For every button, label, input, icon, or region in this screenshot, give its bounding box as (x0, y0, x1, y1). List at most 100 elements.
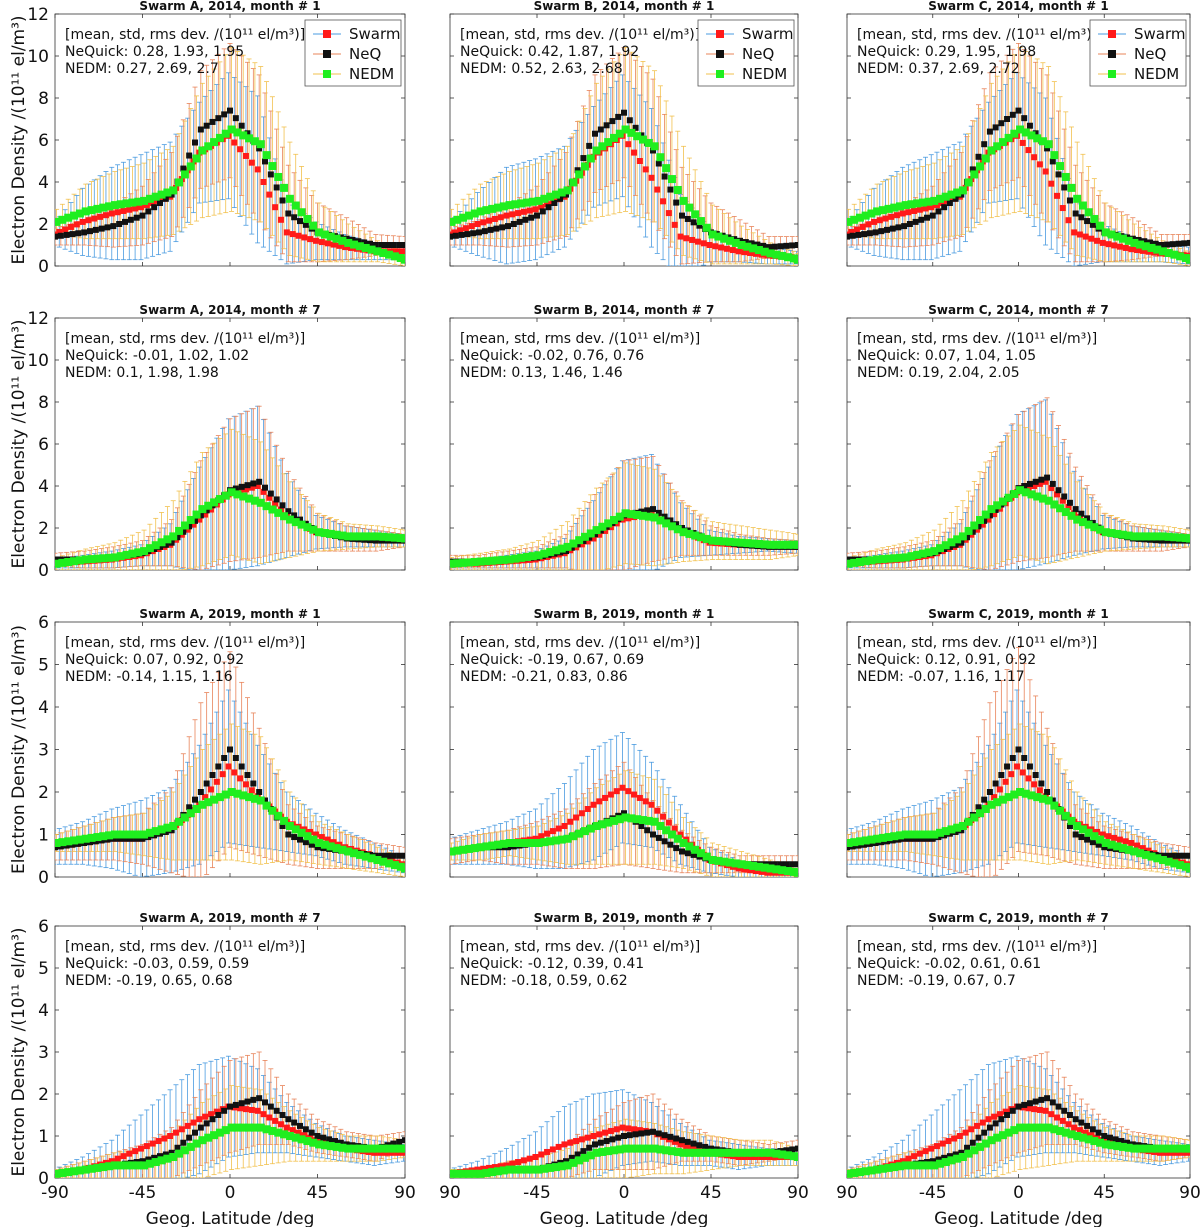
data-point (168, 191, 175, 198)
data-point (237, 146, 244, 153)
data-point (878, 555, 887, 564)
data-point (453, 559, 462, 568)
data-point (922, 205, 929, 212)
data-point (482, 557, 491, 566)
data-point (534, 212, 540, 219)
data-point (986, 128, 993, 135)
data-point (662, 164, 671, 173)
data-point (673, 199, 680, 206)
data-point (935, 544, 944, 553)
data-point (250, 496, 259, 505)
data-point (1176, 252, 1185, 261)
data-point (731, 238, 740, 247)
data-point (157, 538, 166, 547)
data-point (1116, 243, 1123, 250)
data-point (56, 228, 63, 235)
data-point (139, 212, 146, 219)
data-point (192, 510, 201, 519)
data-point (75, 230, 82, 237)
data-point (326, 529, 335, 538)
legend-label: NeQ (1134, 45, 1166, 63)
data-point (1050, 500, 1059, 509)
data-point (1118, 530, 1127, 539)
y-tick-label: 1 (38, 826, 49, 846)
stats-nedm: NEDM: 0.52, 2.63, 2.68 (460, 61, 623, 77)
data-point (638, 132, 645, 139)
data-point (315, 528, 324, 537)
data-point (648, 174, 655, 181)
data-point (244, 130, 251, 137)
legend-marker (323, 70, 331, 78)
data-point (1032, 478, 1039, 485)
data-point (55, 556, 58, 563)
data-point (1124, 531, 1133, 540)
data-point (662, 519, 671, 528)
data-point (186, 523, 193, 530)
data-point (708, 230, 717, 239)
data-point (539, 208, 546, 215)
data-point (598, 142, 607, 151)
data-point (1118, 234, 1127, 243)
data-point (655, 160, 662, 167)
data-point (140, 196, 149, 205)
data-point (667, 517, 674, 524)
data-point (468, 223, 475, 230)
data-point (1049, 158, 1056, 165)
data-point (958, 532, 967, 541)
data-point (1067, 183, 1076, 192)
data-point (285, 210, 292, 217)
data-point (451, 229, 458, 236)
data-point (1094, 237, 1101, 244)
data-point (992, 506, 999, 513)
data-point (326, 232, 335, 241)
data-point (1067, 511, 1076, 520)
data-point (1061, 172, 1070, 181)
data-point (1061, 493, 1068, 500)
panel-a-2014-1: Swarm A, 2014, month # 1 0 2 4 6 8 10 12 [mean, … (9, 0, 406, 277)
data-point (1113, 529, 1122, 538)
legend-marker (1108, 70, 1116, 78)
data-point (979, 521, 986, 528)
data-point (986, 512, 993, 519)
data-point (638, 135, 647, 144)
data-point (861, 211, 870, 220)
data-point (890, 203, 899, 212)
data-point (464, 231, 471, 238)
data-point (551, 546, 560, 555)
data-point (1016, 486, 1025, 495)
data-point (515, 210, 522, 217)
data-point (772, 540, 781, 549)
y-tick-label: 0 (38, 561, 49, 581)
data-point (1096, 221, 1105, 230)
data-point (1181, 240, 1188, 247)
data-point (683, 235, 690, 242)
data-point (633, 510, 642, 519)
y-tick-label: 10 (27, 351, 49, 371)
data-point (1044, 145, 1051, 152)
data-point (1061, 508, 1070, 517)
data-point (592, 531, 598, 538)
data-point (262, 484, 268, 491)
data-point (464, 211, 473, 220)
data-point (210, 498, 219, 507)
data-point (654, 186, 661, 193)
data-point (714, 537, 723, 546)
data-point (285, 515, 294, 524)
data-point (145, 194, 154, 203)
data-point (973, 526, 980, 533)
legend-marker (323, 30, 331, 38)
data-point (190, 521, 197, 528)
panel-title: Swarm A, 2014, month # 1 (139, 0, 320, 13)
data-point (702, 223, 711, 232)
data-point (929, 212, 936, 219)
data-point (197, 512, 204, 519)
data-point (163, 188, 172, 197)
data-point (1038, 476, 1045, 483)
data-point (1164, 532, 1173, 541)
data-point (625, 141, 632, 148)
stats-neq: NeQuick: -0.02, 0.76, 0.76 (460, 348, 644, 364)
data-point (297, 218, 303, 225)
data-point (108, 210, 115, 217)
data-point (760, 540, 769, 549)
